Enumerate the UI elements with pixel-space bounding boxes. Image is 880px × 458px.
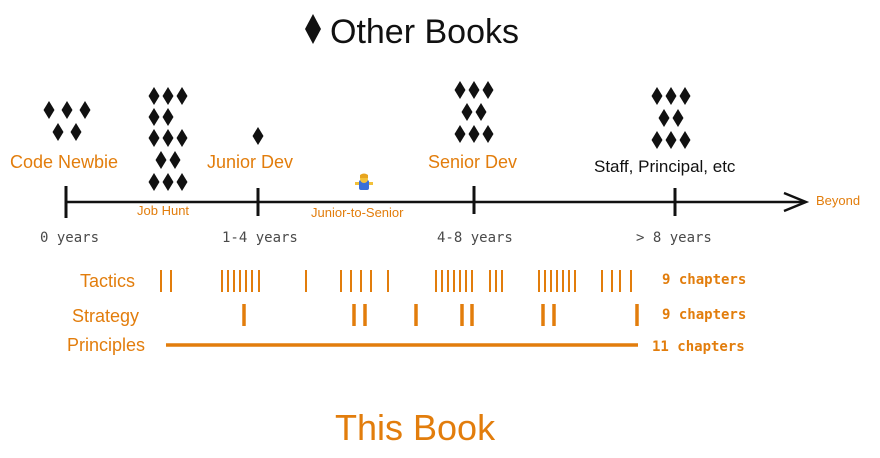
diamond-icon xyxy=(53,123,64,141)
row-label-tactics: Tactics xyxy=(80,271,135,291)
header-title: Other Books xyxy=(330,13,519,51)
diamond-icon xyxy=(149,129,160,147)
diamond-icon xyxy=(156,151,167,169)
tick-label-4-8-years: 4-8 years xyxy=(437,230,513,246)
diamond-icon xyxy=(177,129,188,147)
chapter-marks xyxy=(161,270,637,326)
diamond-icon xyxy=(455,125,466,143)
timeline-end-label: Beyond xyxy=(816,193,860,208)
row-label-principles: Principles xyxy=(67,335,145,355)
diamond-icon xyxy=(163,108,174,126)
chapter-counts: 9 chapters 9 chapters 11 chapters xyxy=(652,272,746,355)
diamond-icon xyxy=(483,81,494,99)
diamond-icon xyxy=(483,125,494,143)
diamond-icon xyxy=(659,109,670,127)
diamond-icon xyxy=(455,81,466,99)
stage-label-senior-dev: Senior Dev xyxy=(428,152,517,172)
diamond-icon xyxy=(163,173,174,191)
diamond-icon xyxy=(163,87,174,105)
tick-label-1-4-years: 1-4 years xyxy=(222,230,298,246)
diamond-icon xyxy=(462,103,473,121)
chapter-count-principles: 11 chapters xyxy=(652,339,745,355)
diamond-icon xyxy=(71,123,82,141)
diamond-icon xyxy=(149,173,160,191)
person-shrugging-icon xyxy=(355,174,373,191)
stage-label-job-hunt: Job Hunt xyxy=(137,203,189,218)
diamond-icon xyxy=(177,87,188,105)
footer-title: This Book xyxy=(335,407,496,448)
diamond-icon xyxy=(469,125,480,143)
chapter-count-strategy: 9 chapters xyxy=(662,307,746,323)
diamond-icon xyxy=(253,127,264,145)
diamond-icon xyxy=(652,87,663,105)
diamond-icon xyxy=(44,101,55,119)
row-labels: Tactics Strategy Principles xyxy=(67,271,145,355)
diamond-icon xyxy=(469,81,480,99)
diamond-icon xyxy=(177,173,188,191)
chapter-count-tactics: 9 chapters xyxy=(662,272,746,288)
row-label-strategy: Strategy xyxy=(72,306,139,326)
diamond-icon xyxy=(170,151,181,169)
diamond-icon xyxy=(680,87,691,105)
stage-label-junior-dev: Junior Dev xyxy=(207,152,293,172)
diamond-icon xyxy=(163,129,174,147)
diamond-icon xyxy=(666,131,677,149)
tick-label-8-plus-years: > 8 years xyxy=(636,230,712,246)
diamond-icon xyxy=(149,108,160,126)
diamond-icon xyxy=(666,87,677,105)
diamond-icon xyxy=(680,131,691,149)
tick-labels: 0 years 1-4 years 4-8 years > 8 years xyxy=(40,230,712,246)
tick-label-0-years: 0 years xyxy=(40,230,99,246)
stage-labels: Code Newbie Job Hunt Junior Dev Junior-t… xyxy=(10,152,736,220)
header: Other Books xyxy=(305,13,519,51)
diamond-icon xyxy=(149,87,160,105)
diamond-icon xyxy=(305,14,321,44)
diamond-icon xyxy=(80,101,91,119)
diamond-icon xyxy=(476,103,487,121)
stage-label-code-newbie: Code Newbie xyxy=(10,152,118,172)
stage-label-junior-to-senior: Junior-to-Senior xyxy=(311,205,404,220)
diamond-icon xyxy=(62,101,73,119)
stage-label-staff-principal: Staff, Principal, etc xyxy=(594,157,736,176)
diamond-icon xyxy=(652,131,663,149)
diamond-icon xyxy=(673,109,684,127)
